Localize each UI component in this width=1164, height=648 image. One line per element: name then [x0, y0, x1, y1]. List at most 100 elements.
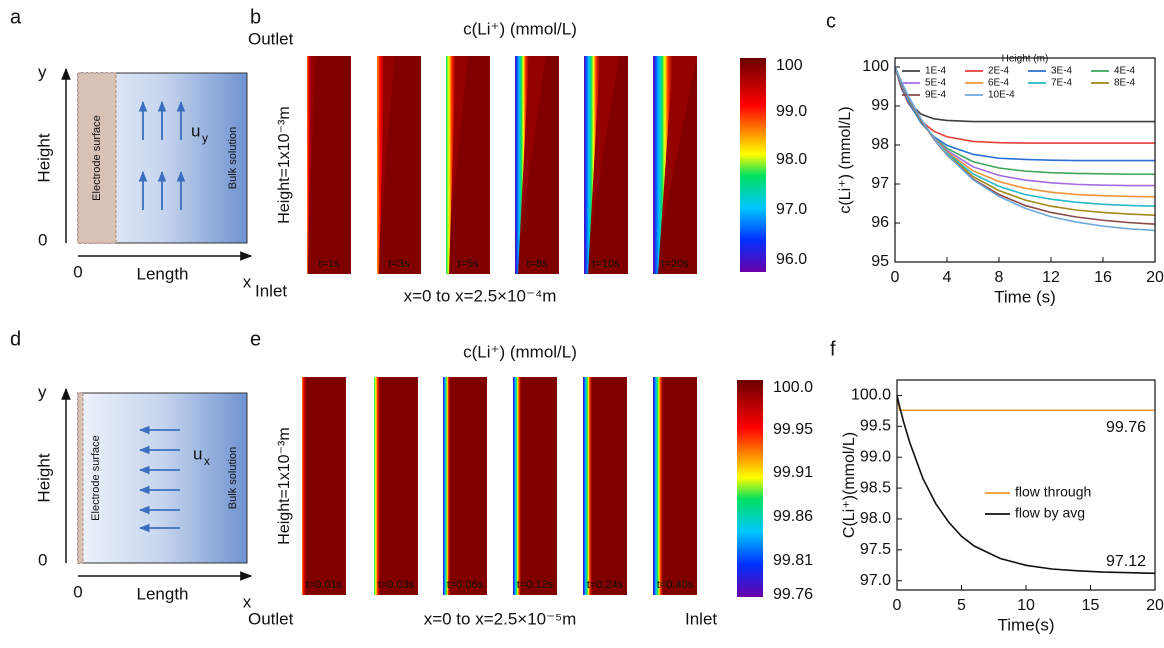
y-tick-label: 97.0 — [860, 572, 891, 589]
heatmap-edge — [443, 377, 450, 595]
axis-label: Height — [34, 133, 53, 182]
inlet-label: Inlet — [685, 609, 717, 628]
heatmap-field — [443, 377, 487, 595]
x-tick-label: 5 — [957, 597, 966, 614]
axis-zero: 0 — [73, 582, 82, 601]
x-tick-label: 10 — [1017, 597, 1035, 614]
heatmap-field — [307, 56, 351, 274]
velocity-label: u — [191, 121, 200, 140]
legend-label: 9E-4 — [925, 90, 947, 101]
y-axis-label: C(Li⁺)(mmol/L) — [841, 432, 858, 538]
plot-frame — [896, 379, 1156, 591]
colorbar-label: 99.81 — [773, 552, 813, 569]
legend-label: 2E-4 — [988, 66, 1010, 77]
heatmap-field — [374, 377, 418, 595]
x-tick-label: 0 — [891, 269, 900, 286]
x-axis-label: Time(s) — [998, 615, 1055, 634]
series-line — [896, 395, 1155, 412]
x-tick-label: 20 — [1146, 597, 1164, 614]
y-tick-label: 100.0 — [851, 387, 891, 404]
x-tick-label: 20 — [1146, 269, 1164, 286]
time-label: t=8s — [526, 258, 548, 270]
panel-label: d — [10, 328, 21, 350]
time-label: t=0.01s — [306, 579, 343, 591]
panel-label: c — [826, 10, 836, 32]
y-tick-label: 99.0 — [860, 448, 891, 465]
colorbar — [737, 380, 763, 597]
colorbar-label: 100 — [776, 57, 803, 74]
colorbar-label: 99.0 — [776, 103, 807, 120]
height-label: Height=1x10⁻³m — [276, 106, 293, 223]
time-label: t=10s — [592, 258, 620, 270]
heatmap-edge — [302, 377, 306, 595]
y-tick-label: 97.5 — [860, 541, 891, 558]
outlet-label: Outlet — [248, 609, 294, 628]
legend-title: Height (m) — [1002, 54, 1049, 65]
time-label: t=0.06s — [447, 579, 484, 591]
heatmap-edge — [374, 377, 380, 595]
axis-zero: 0 — [38, 550, 47, 569]
colorbar-label: 99.76 — [773, 586, 813, 603]
heatmap-edge — [513, 377, 521, 595]
time-label: t=1s — [318, 258, 340, 270]
colorbar-label: 99.91 — [773, 464, 813, 481]
legend-label: 5E-4 — [925, 78, 947, 89]
heatmap-edge — [446, 56, 456, 274]
legend-label: 7E-4 — [1051, 78, 1073, 89]
bulk-label: Bulk solution — [227, 127, 239, 189]
y-axis-label: c(Li⁺) (mmol/L) — [837, 106, 854, 213]
x-tick-label: 15 — [1082, 597, 1100, 614]
series-line — [894, 66, 1156, 232]
series-line — [894, 66, 1155, 162]
y-tick-label: 99.5 — [860, 418, 891, 435]
x-tick-label: 8 — [995, 269, 1004, 286]
legend-label: 1E-4 — [925, 66, 947, 77]
heatmap-edge — [584, 56, 600, 274]
colorbar-label: 100.0 — [773, 379, 813, 396]
panel-label: a — [10, 6, 22, 28]
electrode-label: Electrode surface — [91, 115, 103, 201]
y-tick-label: 98 — [871, 136, 889, 153]
heatmap-edge — [583, 377, 592, 595]
legend-label: flow through — [1015, 484, 1091, 500]
panel-label: f — [830, 338, 836, 360]
y-tick-label: 98.5 — [860, 479, 891, 496]
x-tick-label: 16 — [1094, 269, 1112, 286]
y-tick-label: 99 — [871, 97, 889, 114]
x-tick-label: 12 — [1042, 269, 1060, 286]
time-label: t=0.40s — [657, 579, 694, 591]
bulk-label: Bulk solution — [227, 447, 239, 509]
axis-letter: y — [38, 382, 47, 401]
inlet-label: Inlet — [255, 281, 287, 300]
heatmap-edge — [653, 377, 663, 595]
bulk-region — [77, 392, 248, 564]
time-label: t=0.03s — [378, 579, 415, 591]
plot-frame — [894, 57, 1156, 263]
y-tick-label: 98.0 — [860, 510, 891, 527]
heatmap-title: c(Li⁺) (mmol/L) — [463, 342, 577, 361]
heatmap-edge — [515, 56, 529, 274]
legend-label: 10E-4 — [988, 90, 1015, 101]
axis-zero: 0 — [38, 230, 47, 249]
outlet-label: Outlet — [248, 29, 294, 48]
y-tick-label: 95 — [871, 253, 889, 270]
annotation: 97.12 — [1106, 553, 1146, 570]
axis-label: Length — [137, 264, 189, 283]
panel-label: b — [250, 6, 261, 28]
time-label: t=3s — [388, 258, 410, 270]
y-tick-label: 96 — [871, 214, 889, 231]
width-label: x=0 to x=2.5×10⁻⁵m — [424, 609, 577, 628]
colorbar — [740, 58, 766, 272]
heatmap-title: c(Li⁺) (mmol/L) — [463, 19, 577, 38]
velocity-sub: y — [202, 131, 208, 145]
annotation: 99.76 — [1106, 419, 1146, 436]
heatmap-edge — [653, 56, 673, 274]
height-label: Height=1x10⁻³m — [276, 427, 293, 544]
axis-letter: y — [38, 62, 47, 81]
heatmap-edge — [377, 56, 385, 274]
colorbar-label: 97.0 — [776, 201, 807, 218]
heatmap-field — [302, 377, 346, 595]
colorbar-label: 99.95 — [773, 421, 813, 438]
time-label: t=0.24s — [587, 579, 624, 591]
